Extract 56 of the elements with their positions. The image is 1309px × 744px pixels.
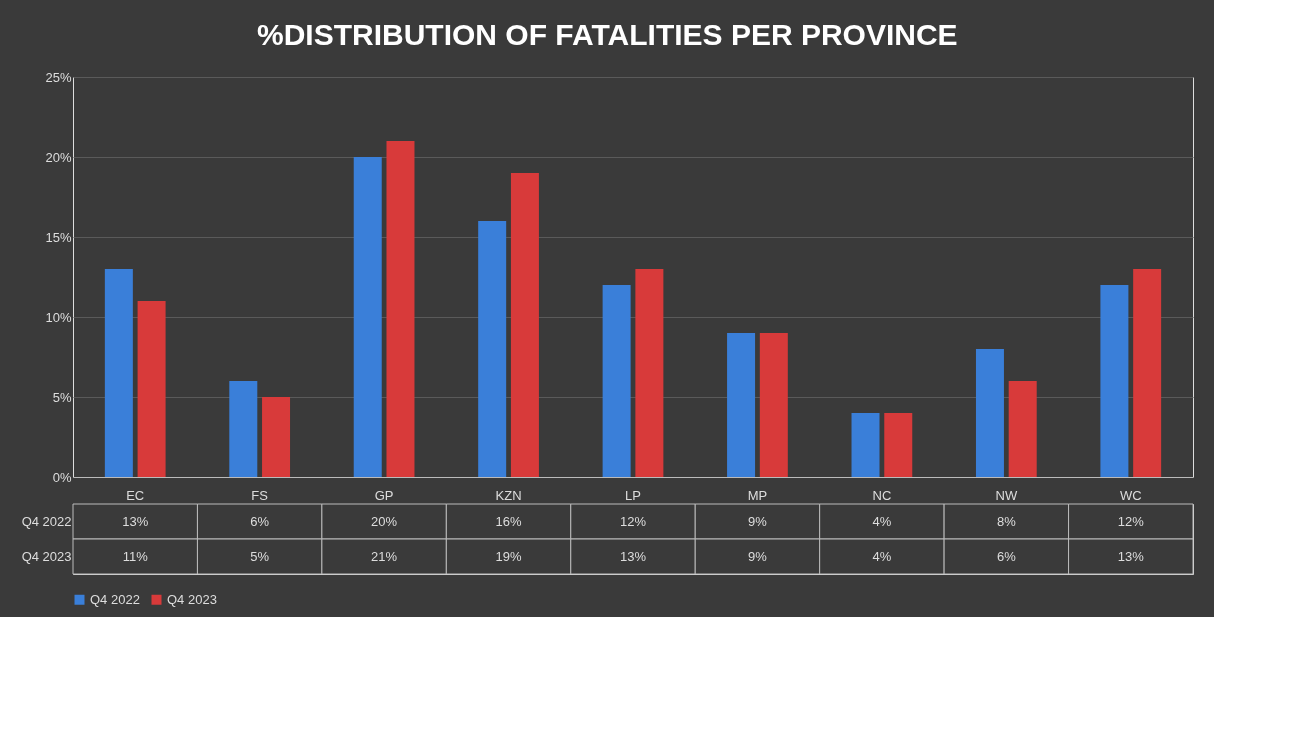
x-tick-label: KZN (495, 487, 522, 503)
legend-label: Q4 2023 (167, 591, 217, 607)
legend-label: Q4 2022 (90, 591, 140, 607)
bar (478, 221, 507, 477)
data-label: 21% (371, 548, 398, 564)
bar (510, 173, 539, 477)
data-label: 11% (122, 548, 149, 564)
bar (262, 397, 291, 477)
bar (759, 333, 788, 477)
x-tick-label: GP (374, 487, 394, 503)
data-label: 13% (122, 513, 149, 529)
bar (1100, 285, 1129, 477)
bar (727, 333, 756, 477)
bar (851, 413, 880, 477)
data-label: 12% (619, 513, 647, 529)
data-label: 8% (996, 513, 1017, 529)
y-tick-label: 20% (45, 149, 72, 165)
text: Q4 2022 (21, 513, 72, 529)
data-label: 16% (495, 513, 522, 529)
bar (137, 301, 166, 477)
text: Q4 2023 (21, 548, 72, 564)
x-tick-label: WC (1119, 487, 1142, 503)
bar (1008, 381, 1037, 477)
x-tick-label: NC (872, 487, 892, 503)
bar (602, 285, 631, 477)
data-label: 20% (371, 513, 398, 529)
bar (884, 413, 913, 477)
x-tick-label: EC (126, 487, 145, 503)
bar (975, 349, 1004, 477)
data-label: 13% (1117, 548, 1145, 564)
data-label: 6% (996, 548, 1017, 564)
data-label: 9% (748, 548, 768, 564)
y-tick-label: 0% (52, 469, 72, 485)
y-tick-label: 25% (45, 69, 72, 85)
data-label: 4% (872, 513, 892, 529)
x-tick-label: NW (995, 487, 1018, 503)
x-tick-label: LP (625, 487, 641, 503)
bar (104, 269, 133, 477)
x-tick-label: FS (251, 487, 269, 503)
data-label: 5% (250, 548, 270, 564)
bar (229, 381, 258, 477)
bar (353, 157, 382, 477)
bar (635, 269, 664, 477)
data-label: 6% (250, 513, 270, 529)
data-label: 13% (619, 548, 647, 564)
y-tick-label: 10% (45, 309, 72, 325)
y-tick-label: 5% (52, 389, 72, 405)
chart-title: %DISTRIBUTION OF FATALITIES PER PROVINCE (257, 17, 958, 51)
bar (386, 141, 415, 477)
data-label: 19% (495, 548, 522, 564)
x-tick-label: MP (747, 487, 768, 503)
bar (1133, 269, 1162, 477)
data-label: 9% (748, 513, 768, 529)
data-label: 12% (1117, 513, 1145, 529)
data-label: 4% (872, 548, 892, 564)
y-tick-label: 15% (45, 229, 72, 245)
